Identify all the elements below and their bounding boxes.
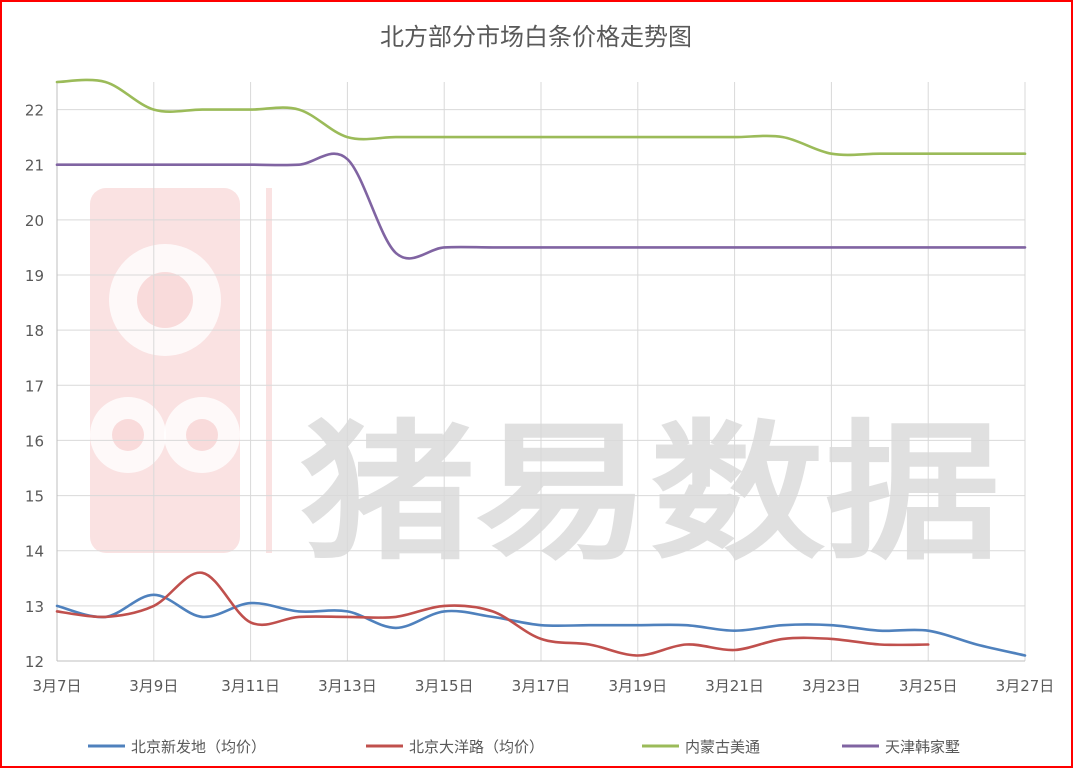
legend-label: 北京大洋路（均价） <box>409 738 544 756</box>
legend-label: 天津韩家墅 <box>885 738 960 756</box>
legend-label: 内蒙古美通 <box>685 738 760 756</box>
y-tick-label: 20 <box>25 212 44 230</box>
legend: 北京新发地（均价） 北京大洋路（均价） 内蒙古美通 天津韩家墅 <box>88 738 960 756</box>
y-tick-label: 18 <box>25 322 44 340</box>
x-tick-label: 3月7日 <box>32 677 81 695</box>
x-tick-label: 3月27日 <box>996 677 1055 695</box>
x-tick-label: 3月25日 <box>899 677 958 695</box>
series-line-4 <box>55 152 1027 260</box>
watermark: 猪易数据 <box>90 188 1000 581</box>
y-tick-label: 21 <box>25 157 44 175</box>
y-tick-label: 22 <box>25 102 44 120</box>
pig-logo-icon <box>90 188 272 553</box>
y-tick-label: 12 <box>25 653 44 671</box>
y-tick-label: 14 <box>25 543 44 561</box>
y-tick-label: 16 <box>25 432 44 450</box>
legend-label: 北京新发地（均价） <box>131 738 266 756</box>
y-tick-label: 17 <box>25 377 44 395</box>
series-line-2 <box>55 571 930 657</box>
series-lines <box>55 78 1027 657</box>
y-tick-label: 13 <box>25 598 44 616</box>
x-tick-label: 3月21日 <box>705 677 764 695</box>
y-tick-label: 15 <box>25 488 44 506</box>
x-tick-label: 3月11日 <box>221 677 280 695</box>
x-tick-label: 3月17日 <box>512 677 571 695</box>
x-tick-label: 3月19日 <box>608 677 667 695</box>
chart-title: 北方部分市场白条价格走势图 <box>380 23 692 51</box>
axes: 12 13 14 15 16 17 18 19 20 21 22 3月7日 3月9日 3月11日 3月13日… <box>25 82 1054 695</box>
series-line-1 <box>55 593 1027 657</box>
series-line-3 <box>55 78 1027 157</box>
watermark-text: 猪易数据 <box>300 407 1000 581</box>
x-tick-label: 3月9日 <box>129 677 178 695</box>
x-tick-label: 3月13日 <box>318 677 377 695</box>
y-tick-label: 19 <box>25 267 44 285</box>
x-tick-label: 3月15日 <box>415 677 474 695</box>
x-tick-label: 3月23日 <box>802 677 861 695</box>
